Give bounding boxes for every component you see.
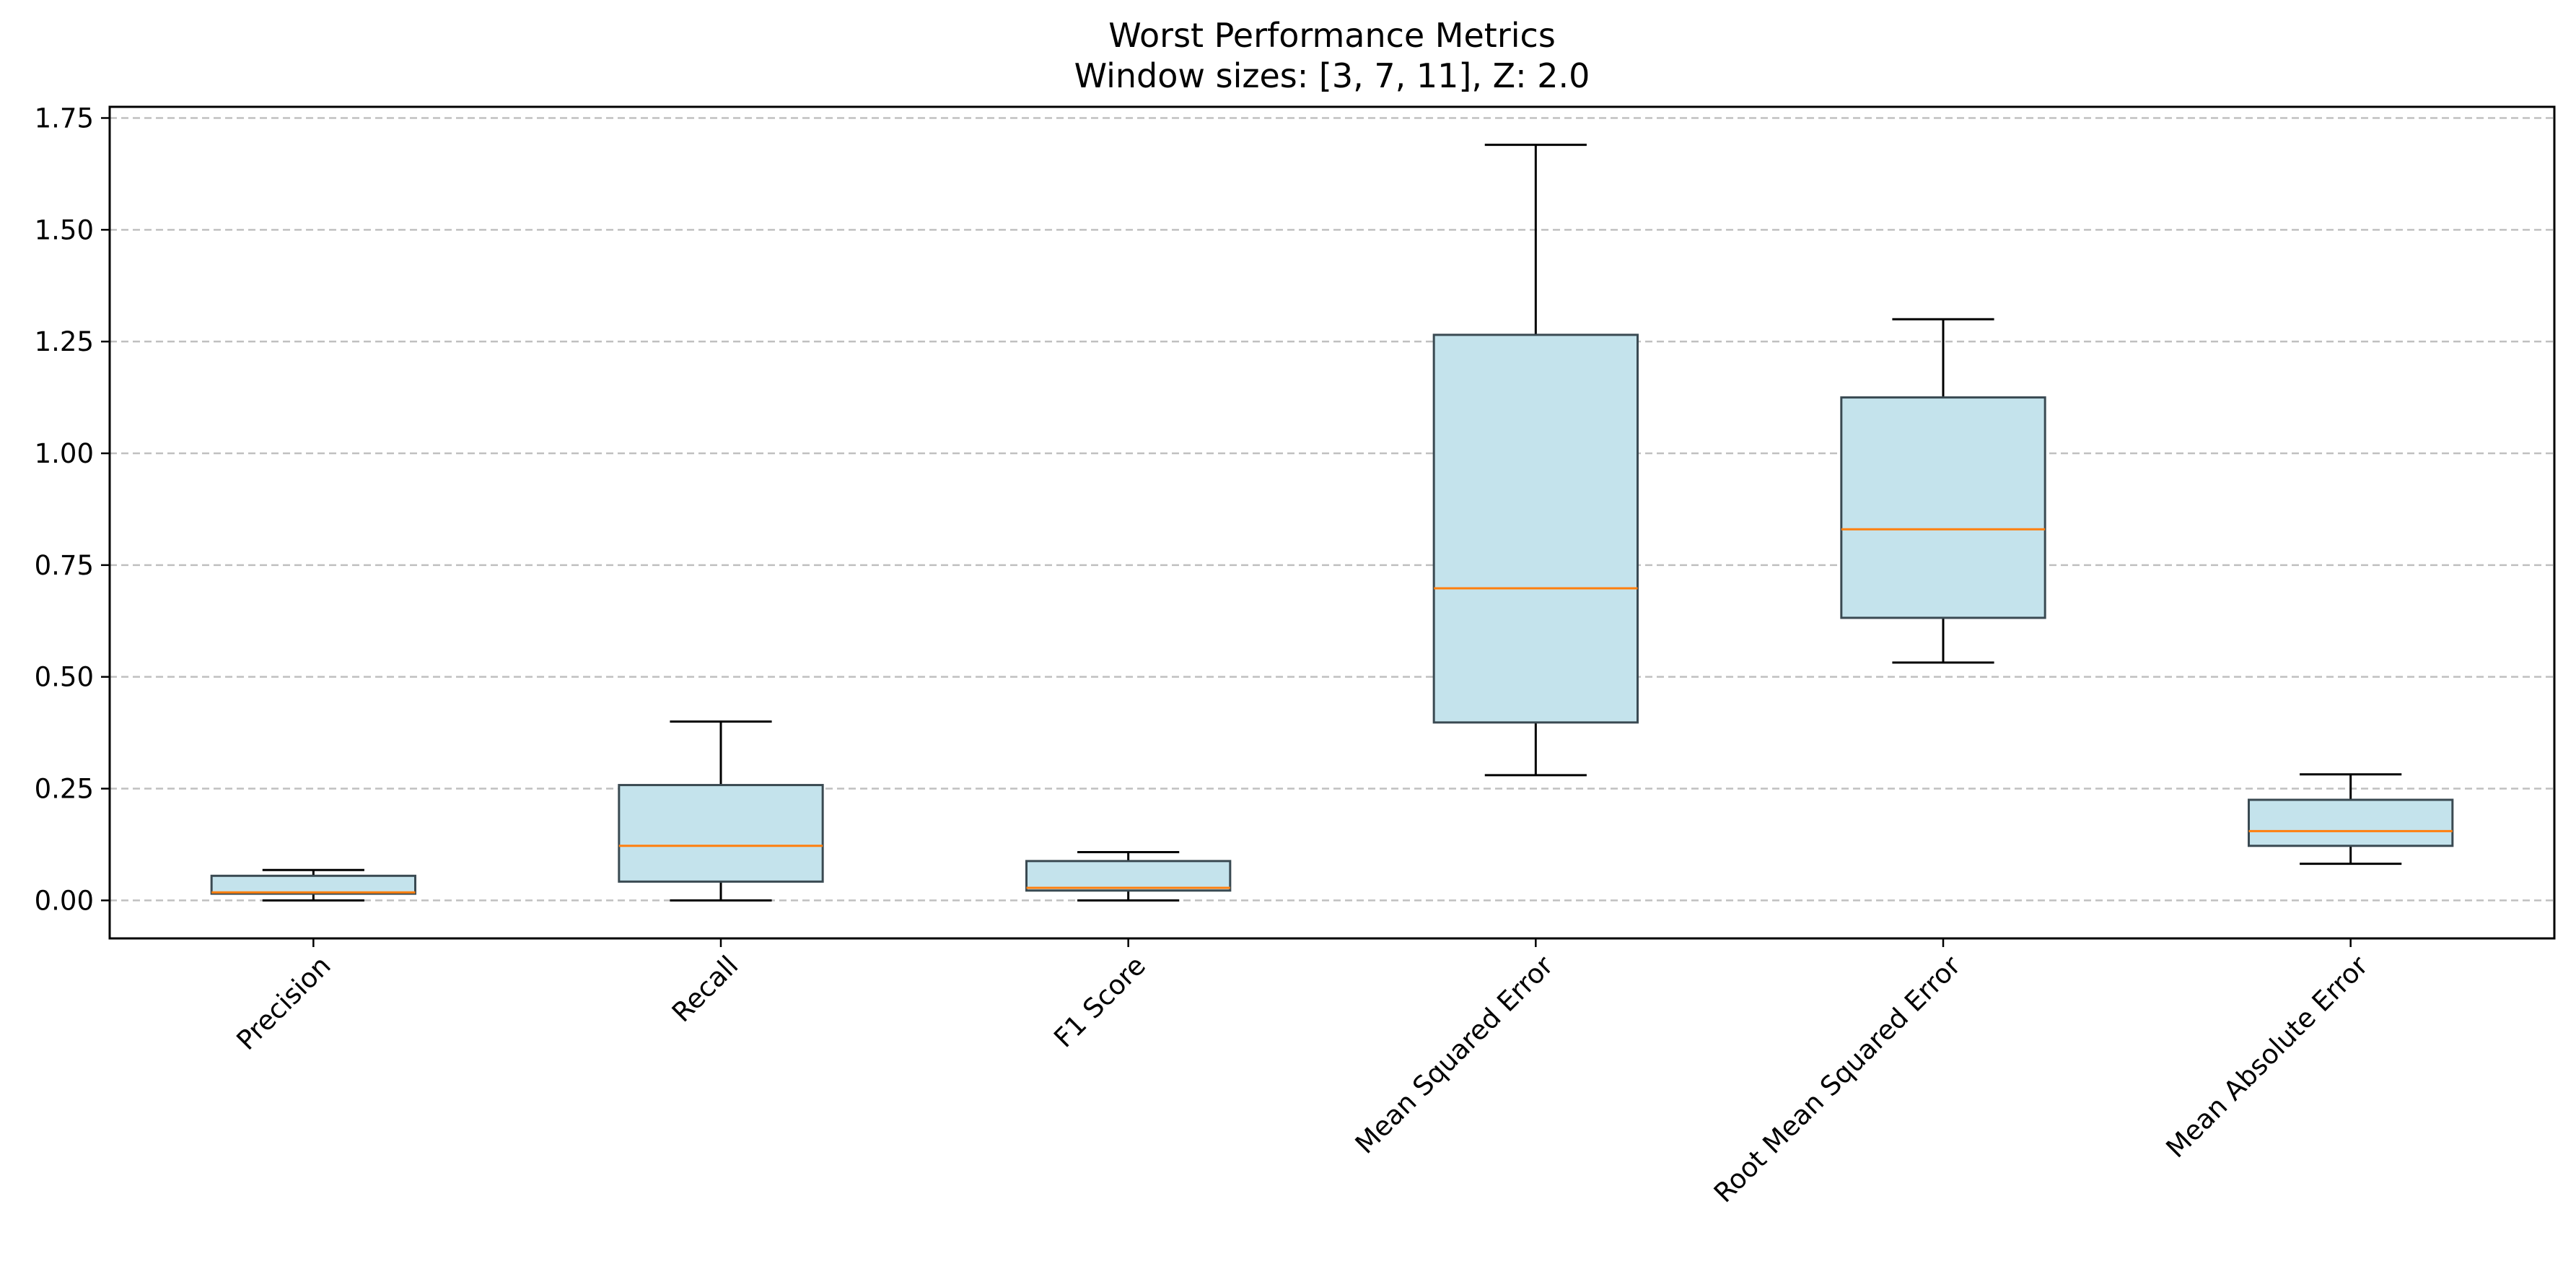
x-tick-label: F1 Score (1048, 950, 1152, 1054)
y-tick-label: 0.25 (35, 774, 94, 805)
y-tick-label: 0.50 (35, 662, 94, 693)
box-2 (618, 720, 824, 902)
box-6 (2248, 773, 2454, 865)
x-tick-label: Precision (231, 950, 337, 1056)
box-body (1025, 860, 1232, 892)
box-3 (1025, 850, 1232, 902)
x-axis: Precision Recall F1 Score Mean Squared Erro… (231, 938, 2375, 1208)
box-body (1432, 333, 1639, 724)
y-tick-label: 1.75 (35, 103, 94, 134)
y-tick-label: 1.25 (35, 326, 94, 357)
grid-lines (110, 117, 2554, 902)
box-body (1840, 396, 2046, 619)
plot-frame (108, 105, 2556, 940)
box-5 (1840, 318, 2046, 664)
y-tick-label: 1.00 (35, 438, 94, 469)
box-body (2248, 798, 2454, 847)
box-4 (1432, 144, 1639, 777)
y-tick-label: 0.75 (35, 550, 94, 581)
box-body (618, 784, 824, 883)
x-tick-label: Mean Squared Error (1349, 949, 1559, 1159)
chart-title: Worst Performance Metrics (1108, 16, 1556, 55)
box-1 (210, 868, 416, 902)
x-tick-label: Mean Absolute Error (2160, 949, 2375, 1164)
y-tick-label: 1.50 (35, 214, 94, 245)
x-tick-label: Root Mean Squared Error (1708, 949, 1967, 1208)
chart-subtitle: Window sizes: [3, 7, 11], Z: 2.0 (1074, 56, 1590, 95)
box-series (210, 144, 2454, 902)
x-tick-label: Recall (666, 950, 744, 1028)
y-axis: 0.00 0.25 0.50 0.75 1.00 1.25 1.50 1.75 (35, 103, 110, 916)
y-tick-label: 0.00 (35, 885, 94, 916)
box-body (210, 874, 416, 895)
